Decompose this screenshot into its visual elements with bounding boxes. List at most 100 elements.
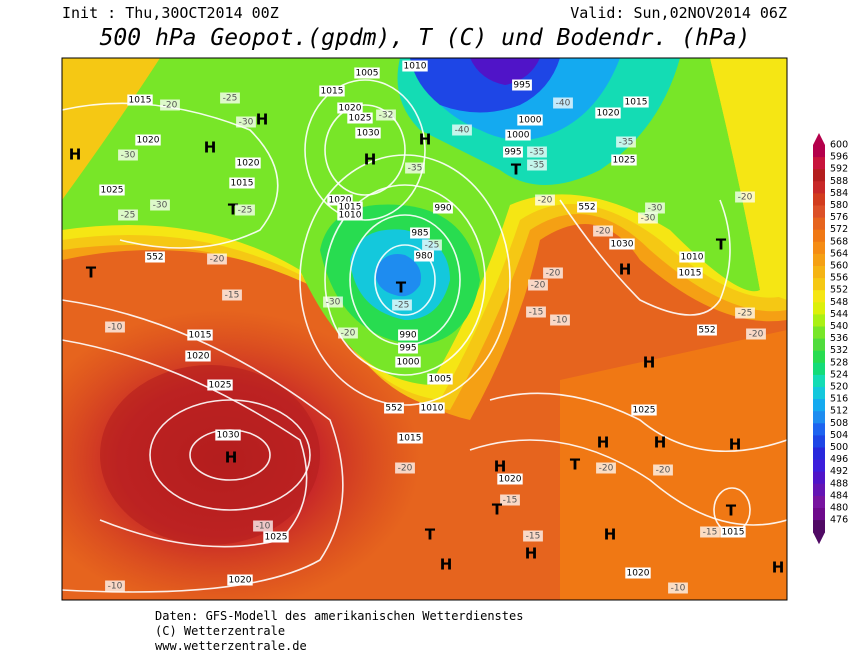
label-box [105,580,125,592]
isobar-label: 1030 [217,431,240,441]
label-box [625,567,651,579]
label-box [497,473,523,485]
colorbar-arrow-bottom [813,532,825,545]
label-box [543,267,563,279]
temperature-label: -25 [738,309,753,319]
colorbar-swatch [813,399,825,412]
label-box [337,102,363,114]
temperature-label: -30 [648,204,663,214]
label-box [215,429,241,441]
colorbar-swatch [813,253,825,267]
label-box [398,329,418,341]
pressure-center: H [604,526,617,544]
isobar-label: 1000 [519,116,542,126]
isobar-label: 1020 [137,136,160,146]
isobar-label: 1005 [429,375,452,385]
label-box [327,194,353,206]
label-box [395,462,415,474]
label-box [527,159,547,171]
label-box [433,202,453,214]
label-box [517,114,543,126]
temperature-label: -15 [526,532,541,542]
isobar-label: 990 [399,331,416,341]
blue-region [375,254,421,297]
isobar-label: 1020 [499,475,522,485]
label-box [611,154,637,166]
label-box [207,253,227,265]
colorbar-label: 532 [830,345,848,356]
colorbar-swatch [813,229,825,243]
temperature-label: -35 [530,161,545,171]
temperature-label: -25 [395,301,410,311]
temperature-label: -30 [239,118,254,128]
temperature-label: -25 [425,241,440,251]
label-box [338,327,358,339]
isobar-label: 1025 [349,114,372,124]
label-box [527,146,547,158]
label-box [735,191,755,203]
colorbar-label: 484 [830,490,848,501]
yellow-region [62,58,160,200]
label-box [609,238,635,250]
pressure-center: H [619,261,632,279]
pressure-center: H [643,354,656,372]
label-box [185,350,211,362]
pressure-center: H [494,458,507,476]
isobar-label: 985 [411,229,428,239]
pressure-center: H [225,449,238,467]
pressure-center: H [729,436,742,454]
temperature-label: -20 [538,196,553,206]
colorbar-swatch [813,387,825,400]
colorbar-swatch [813,217,825,231]
temperature-label: -20 [163,101,178,111]
colorbar-swatch [813,350,825,364]
label-box [616,136,636,148]
temperature-label: -20 [341,329,356,339]
colorbar-swatch [813,290,825,303]
temperature-label: -30 [121,151,136,161]
colorbar-swatch [813,423,825,436]
label-box [253,520,273,532]
isobar-label: 1000 [507,131,530,141]
label-box [631,404,657,416]
colorbar-swatch [813,314,825,327]
label-box [553,97,573,109]
colorbar-label: 528 [830,357,848,368]
isobar-label: 995 [504,148,521,158]
label-box [700,526,720,538]
temperature-label: -30 [153,201,168,211]
label-box [235,204,255,216]
isobar-label: 1015 [189,331,212,341]
label-box [550,314,570,326]
label-box [735,307,755,319]
label-box [229,177,255,189]
colorbar-label: 520 [830,382,848,393]
isobar-label: 1015 [231,179,254,189]
label-box [392,299,412,311]
colorbar-swatch [813,374,825,388]
label-box [577,201,597,213]
colorbar-label: 592 [830,164,848,175]
colorbar-swatch [813,471,825,485]
isobar-label: 1000 [397,358,420,368]
pressure-center: T [396,279,407,297]
label-box [222,289,242,301]
colorbar-swatch [813,193,825,206]
pressure-center: H [69,146,82,164]
label-box [337,201,363,213]
isobar-label: 552 [385,404,402,414]
isobar-label: 1025 [209,381,232,391]
colorbar-swatch [813,435,825,448]
temperature-label: -35 [619,138,634,148]
temperature-label: -20 [599,464,614,474]
label-box [235,157,261,169]
temperature-label: -15 [529,308,544,318]
colorbar-label: 572 [830,224,848,235]
colorbar-label: 556 [830,273,848,284]
isobar-label: 990 [434,204,451,214]
temperature-label: -30 [641,214,656,224]
colorbar-label: 508 [830,418,848,429]
label-box [523,530,543,542]
colorbar-label: 544 [830,309,848,320]
